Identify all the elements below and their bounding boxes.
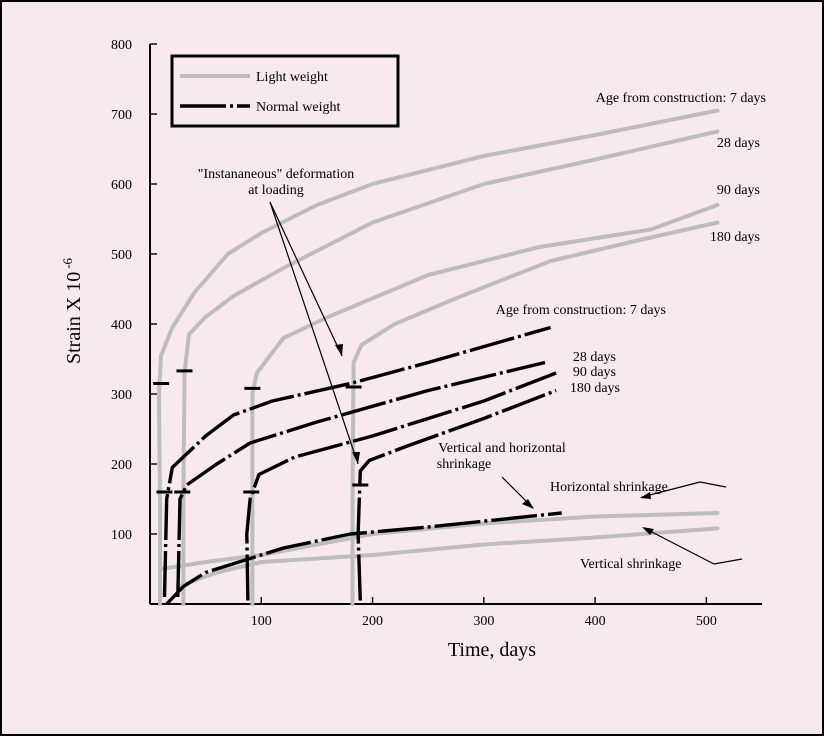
ticks: 100 200 300 400 500 100 200 300 400 500 600 700 800 bbox=[111, 38, 717, 629]
y-axis-title-base: Strain X 10 bbox=[63, 272, 85, 364]
y-tick-label: 200 bbox=[111, 458, 132, 473]
x-tick-label: 200 bbox=[362, 614, 383, 629]
legend-box bbox=[170, 54, 400, 128]
y-tick-label: 700 bbox=[111, 108, 132, 123]
y-tick-label: 800 bbox=[111, 38, 132, 53]
axes bbox=[149, 44, 762, 605]
leader-horizontal-1 bbox=[641, 481, 701, 498]
leader-instantaneous-to-90 bbox=[269, 201, 343, 357]
y-tick-label: 500 bbox=[111, 248, 132, 263]
series-line-light-weight-90-days bbox=[250, 203, 720, 606]
annotations: Age from construction: 7 days 28 days 90… bbox=[198, 91, 766, 572]
legend-label-light: Light weight bbox=[256, 70, 328, 85]
y-tick-label: 300 bbox=[111, 388, 132, 403]
arrowhead-horizontal bbox=[640, 492, 651, 499]
leader-instantaneous-to-180 bbox=[269, 201, 359, 465]
series-line-normal-weight-180-days bbox=[356, 388, 557, 601]
annotation-light-28: 28 days bbox=[717, 136, 760, 151]
series-line-normal-weight-7-days bbox=[162, 325, 552, 598]
annotation-instantaneous-line1: "Instananeous" deformation bbox=[198, 167, 354, 182]
annotation-vertical-shrinkage: Vertical shrinkage bbox=[580, 557, 681, 572]
y-tick-label: 100 bbox=[111, 528, 132, 543]
leader-vertical-1 bbox=[643, 527, 715, 565]
series-line-horizontal-shrinkage bbox=[159, 511, 720, 571]
annotation-vh-shrinkage-line2: shrinkage bbox=[437, 457, 491, 472]
arrowhead-instantaneous-90 bbox=[335, 344, 343, 356]
x-tick-label: 300 bbox=[473, 614, 494, 629]
annotation-light-7: Age from construction: 7 days bbox=[596, 91, 766, 106]
series-line-normal-weight-28-days bbox=[176, 360, 546, 598]
x-axis-title: Time, days bbox=[448, 639, 536, 661]
annotation-light-90: 90 days bbox=[717, 183, 760, 198]
annotation-normal-28: 28 days bbox=[573, 350, 616, 365]
x-tick-label: 100 bbox=[251, 614, 272, 629]
annotation-light-180: 180 days bbox=[710, 230, 760, 245]
x-tick-label: 400 bbox=[585, 614, 606, 629]
x-tick-label: 500 bbox=[696, 614, 717, 629]
legend: Light weight Normal weight bbox=[170, 54, 400, 128]
y-axis-title: Strain X 10 -6 bbox=[60, 257, 85, 364]
annotation-normal-90: 90 days bbox=[573, 365, 616, 380]
y-tick-label: 400 bbox=[111, 318, 132, 333]
series-layer bbox=[156, 108, 720, 606]
annotation-vh-shrinkage-line1: Vertical and horizontal bbox=[438, 441, 566, 456]
annotation-horizontal-shrinkage: Horizontal shrinkage bbox=[550, 480, 668, 495]
series-line-vertical-and-horizontal-shrinkage bbox=[165, 511, 562, 606]
y-axis-title-exponent: -6 bbox=[60, 257, 75, 268]
annotation-instantaneous-line2: at loading bbox=[248, 183, 304, 198]
series-line-vertical-shrinkage bbox=[175, 526, 720, 589]
marker-layer bbox=[153, 369, 369, 494]
series-line-light-weight-7-days bbox=[156, 108, 720, 606]
arrowhead-vertical bbox=[642, 527, 654, 535]
annotation-normal-180: 180 days bbox=[570, 381, 620, 396]
arrowhead-instantaneous-180 bbox=[352, 452, 360, 464]
series-line-normal-weight-90-days bbox=[245, 371, 557, 601]
arrowhead-vh-shrinkage bbox=[522, 499, 534, 509]
series-line-light-weight-180-days bbox=[350, 220, 720, 606]
annotation-normal-7: Age from construction: 7 days bbox=[496, 303, 666, 318]
legend-label-normal: Normal weight bbox=[256, 100, 340, 115]
leader-vertical-2 bbox=[713, 558, 743, 565]
leader-horizontal-2 bbox=[699, 481, 727, 488]
series-line-light-weight-28-days bbox=[181, 129, 720, 606]
y-tick-label: 600 bbox=[111, 178, 132, 193]
